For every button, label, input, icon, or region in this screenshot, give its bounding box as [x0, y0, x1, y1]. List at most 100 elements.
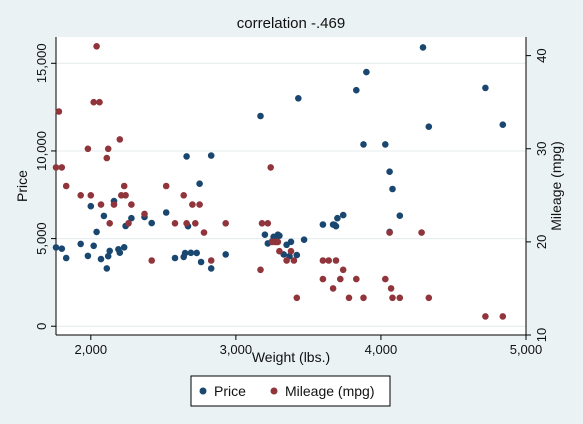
price-point: [295, 95, 302, 102]
mileage-point: [499, 313, 507, 320]
y2-axis-title: Mileage (mpg): [548, 141, 564, 230]
mileage-point: [293, 294, 301, 302]
mileage-point: [162, 182, 170, 190]
price-point: [257, 112, 264, 120]
data-points: [52, 43, 507, 320]
price-point: [300, 236, 308, 243]
mileage-point: [55, 108, 63, 115]
mileage-point: [222, 220, 229, 227]
price-point: [360, 141, 367, 148]
mileage-point: [128, 201, 135, 208]
price-point: [332, 222, 340, 230]
mileage-point: [183, 220, 190, 227]
mileage-point: [84, 145, 92, 153]
mileage-point: [97, 201, 105, 208]
mileage-point: [360, 294, 367, 302]
mileage-point: [337, 275, 344, 283]
price-point: [293, 251, 301, 259]
price-point: [58, 245, 66, 252]
price-point: [100, 212, 108, 220]
price-point: [103, 265, 111, 272]
price-point: [104, 252, 112, 260]
mileage-point: [389, 294, 396, 302]
price-point: [116, 249, 124, 256]
y2-tick-label: 10: [534, 328, 549, 342]
gridlines: [56, 62, 526, 327]
x-tick-label: 3,000: [220, 342, 253, 357]
price-point: [197, 258, 205, 266]
mileage-point: [325, 257, 333, 264]
mileage-point: [125, 220, 132, 227]
y2-tick-label: 20: [534, 235, 549, 249]
y-tick-label: 15,000: [34, 43, 49, 83]
mileage-point: [141, 210, 148, 218]
mileage-point: [103, 154, 111, 162]
mileage-point: [189, 201, 196, 208]
mileage-point: [120, 182, 128, 190]
mileage-point: [62, 182, 70, 190]
price-point: [276, 232, 283, 239]
mileage-point: [319, 257, 327, 264]
y-tick-label: 0: [34, 323, 49, 330]
price-point: [128, 214, 135, 222]
mileage-point: [283, 257, 290, 264]
price-point: [52, 244, 60, 251]
mileage-point: [96, 98, 103, 106]
price-point: [382, 141, 389, 148]
mileage-point: [329, 285, 337, 292]
price-point: [419, 44, 427, 51]
legend-marker-price: [199, 387, 207, 395]
mileage-point: [207, 257, 215, 264]
mileage-point: [353, 275, 360, 283]
price-point: [84, 252, 92, 260]
mileage-point: [319, 275, 327, 283]
price-point: [207, 265, 215, 272]
price-point: [425, 123, 433, 130]
legend-label-price: Price: [214, 383, 246, 399]
price-point: [148, 219, 155, 227]
mileage-point: [148, 257, 155, 264]
mileage-point: [52, 164, 60, 171]
y-tick-label: 5,000: [34, 222, 49, 255]
price-point: [77, 240, 84, 248]
price-point: [87, 202, 95, 210]
legend-label-mileage: Mileage (mpg): [285, 383, 374, 399]
price-point: [97, 255, 105, 263]
x-tick-label: 4,000: [365, 342, 398, 357]
price-point: [90, 242, 97, 250]
mileage-point: [192, 220, 199, 227]
mileage-point: [77, 192, 84, 199]
y2-tick-label: 40: [534, 48, 549, 62]
mileage-point: [87, 192, 95, 199]
mileage-point: [264, 220, 272, 227]
legend-box: [190, 375, 391, 407]
mileage-point: [345, 294, 353, 302]
chart-title: correlation -.469: [237, 15, 345, 32]
price-point: [193, 249, 200, 257]
mileage-point: [196, 201, 203, 208]
price-point: [207, 152, 215, 159]
mileage-point: [332, 257, 340, 264]
price-point: [62, 254, 70, 262]
axis-ticks: 0 5,000 10,000 15,000 10 20 30 40 2,000 3,000 4,00…: [34, 43, 549, 357]
mileage-point: [418, 229, 425, 236]
mileage-point: [290, 257, 298, 264]
price-point: [386, 168, 393, 175]
mileage-point: [104, 145, 112, 153]
x-tick-label: 2,000: [75, 342, 108, 357]
x-axis-title: Weight (lbs.): [252, 349, 330, 365]
mileage-point: [287, 247, 295, 255]
legend-marker-mileage: [270, 387, 278, 395]
mileage-point: [387, 285, 395, 292]
price-point: [181, 249, 189, 257]
mileage-point: [106, 220, 113, 227]
price-point: [499, 121, 507, 128]
mileage-point: [258, 220, 266, 227]
price-point: [162, 209, 170, 216]
mileage-point: [274, 238, 282, 246]
price-point: [93, 228, 100, 236]
mileage-point: [58, 164, 66, 171]
price-point: [396, 212, 404, 219]
price-point: [363, 68, 370, 76]
